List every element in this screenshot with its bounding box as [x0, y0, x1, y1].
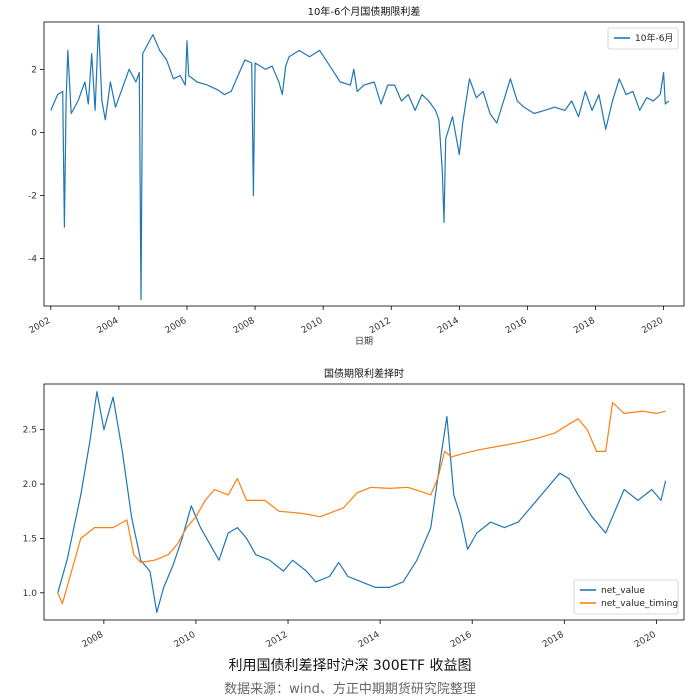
- series-line-1: [50, 24, 670, 301]
- x-axis-label: 日期: [355, 336, 373, 347]
- x-tick-label: 2020: [640, 316, 665, 336]
- plot-frame: [43, 383, 685, 621]
- data-source-note: 数据来源：wind、方正中期期货研究院整理: [224, 682, 476, 697]
- legend-label: 10年-6月: [635, 32, 673, 44]
- x-tick-label: 2020: [633, 630, 658, 650]
- x-tick-label: 2012: [265, 630, 290, 650]
- x-tick-label: 2002: [27, 316, 52, 336]
- y-tick-label: 2.0: [23, 480, 38, 490]
- x-tick-label: 2008: [81, 630, 106, 650]
- x-tick-label: 2016: [504, 316, 529, 336]
- y-tick-label: -4: [28, 255, 37, 265]
- chart-spread: 10年-6个月国债期限利差 2 0 -2 -4 2002 2004 2006 2008 2010 2…: [27, 5, 685, 347]
- legend-label: net_value: [601, 586, 645, 596]
- x-tick-label: 2014: [436, 316, 461, 336]
- series-line-1: [57, 391, 667, 613]
- x-tick-label: 2014: [357, 630, 382, 650]
- series-line-2: [57, 401, 666, 605]
- chart-title: 10年-6个月国债期限利差: [308, 5, 421, 18]
- x-tick-label: 2008: [232, 316, 257, 336]
- y-tick-label: 1.0: [23, 589, 38, 599]
- legend: net_value net_value_timing: [573, 579, 679, 615]
- y-tick-label: 2: [31, 65, 37, 75]
- legend-label: net_value_timing: [601, 599, 678, 609]
- x-tick-label: 2010: [300, 316, 325, 336]
- chart-timing: 国债期限利差择时 2.5 2.0 1.5 1.0 2008 2010 2012 2014 2016…: [23, 367, 685, 650]
- legend-box: [607, 27, 679, 50]
- y-tick-label: -2: [28, 192, 37, 202]
- y-tick-label: 0: [31, 128, 37, 138]
- x-tick-label: 2012: [368, 316, 393, 336]
- legend: 10年-6月: [607, 27, 679, 50]
- x-tick-label: 2004: [96, 316, 121, 336]
- x-tick-label: 2016: [449, 630, 474, 650]
- legend-box: [573, 579, 679, 615]
- figure-caption: 利用国债利差择时沪深 300ETF 收益图: [228, 658, 472, 674]
- x-tick-label: 2006: [164, 316, 189, 336]
- x-tick-label: 2010: [173, 630, 198, 650]
- chart-title: 国债期限利差择时: [324, 367, 404, 380]
- y-tick-label: 2.5: [23, 426, 37, 436]
- x-tick-label: 2018: [572, 316, 597, 336]
- plot-frame: [43, 21, 685, 307]
- y-tick-label: 1.5: [23, 534, 37, 544]
- x-tick-label: 2018: [541, 630, 566, 650]
